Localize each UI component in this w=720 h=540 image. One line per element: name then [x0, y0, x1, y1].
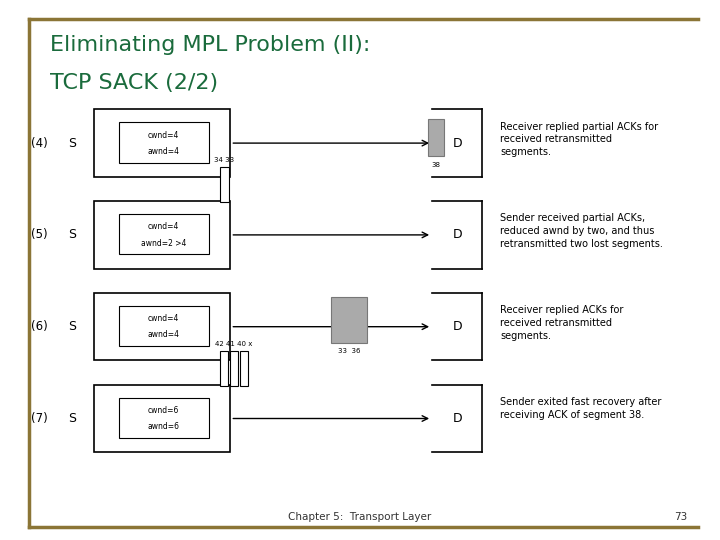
Text: cwnd=4: cwnd=4 [148, 131, 179, 140]
Text: 33  36: 33 36 [338, 348, 361, 354]
Bar [94, 384, 230, 453]
Bar [331, 297, 367, 343]
Bar [94, 293, 230, 361]
Text: D: D [452, 412, 462, 425]
Text: cwnd=4: cwnd=4 [148, 314, 179, 323]
Text: awnd=2 >4: awnd=2 >4 [141, 239, 186, 248]
Text: 42 41 40 x: 42 41 40 x [215, 341, 252, 347]
Bar [230, 351, 238, 386]
Text: Sender received partial ACKs,
reduced awnd by two, and thus
retransmitted two lo: Sender received partial ACKs, reduced aw… [500, 213, 663, 249]
Bar [220, 167, 229, 202]
Bar [119, 306, 209, 346]
Text: 38: 38 [432, 162, 441, 168]
Text: cwnd=6: cwnd=6 [148, 406, 179, 415]
Bar [119, 397, 209, 438]
Text: (6): (6) [31, 320, 48, 333]
Text: S: S [68, 412, 76, 425]
Text: cwnd=4: cwnd=4 [148, 222, 179, 232]
Text: Sender exited fast recovery after
receiving ACK of segment 38.: Sender exited fast recovery after receiv… [500, 397, 662, 420]
Bar [428, 119, 444, 157]
Text: D: D [452, 228, 462, 241]
Text: 34 33: 34 33 [215, 157, 234, 164]
Text: D: D [452, 137, 462, 150]
Bar [240, 351, 248, 386]
Text: (4): (4) [31, 137, 48, 150]
Text: awnd=6: awnd=6 [148, 422, 180, 431]
Bar [94, 201, 230, 269]
Text: S: S [68, 228, 76, 241]
Bar [119, 122, 209, 163]
Text: D: D [452, 320, 462, 333]
Text: S: S [68, 320, 76, 333]
Text: awnd=4: awnd=4 [148, 330, 180, 340]
Text: awnd=4: awnd=4 [148, 147, 180, 156]
Bar [220, 351, 228, 386]
Text: Eliminating MPL Problem (II):: Eliminating MPL Problem (II): [50, 35, 371, 55]
Text: Chapter 5:  Transport Layer: Chapter 5: Transport Layer [289, 512, 431, 522]
Text: TCP SACK (2/2): TCP SACK (2/2) [50, 73, 219, 93]
Text: (5): (5) [31, 228, 48, 241]
Bar [119, 214, 209, 254]
Text: S: S [68, 137, 76, 150]
Text: (7): (7) [31, 412, 48, 425]
Bar [94, 109, 230, 177]
Text: Receiver replied partial ACKs for
received retransmitted
segments.: Receiver replied partial ACKs for receiv… [500, 122, 659, 157]
Text: 73: 73 [675, 512, 688, 522]
Text: Receiver replied ACKs for
received retransmitted
segments.: Receiver replied ACKs for received retra… [500, 305, 624, 341]
